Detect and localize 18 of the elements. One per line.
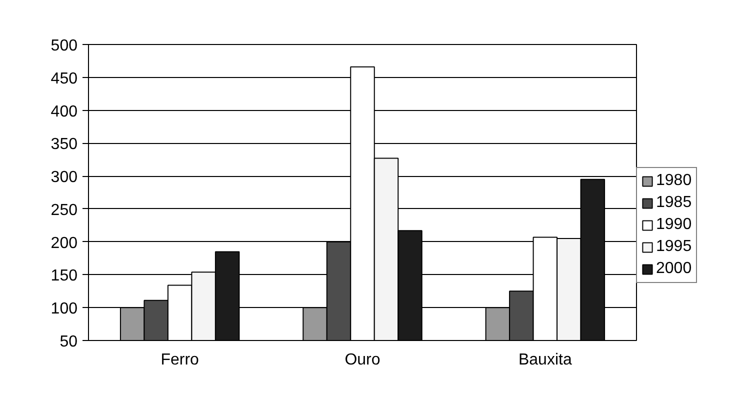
- y-tick-label: 150: [50, 268, 78, 285]
- x-tick-label: Ouro: [344, 352, 380, 368]
- y-tick-label: 200: [50, 234, 78, 252]
- legend-label: 1995: [656, 238, 692, 256]
- x-tick-label: Ferro: [160, 352, 200, 368]
- legend-label: 2000: [656, 260, 692, 278]
- legend-label: 1980: [656, 172, 692, 190]
- y-tick-label: 50: [60, 334, 78, 350]
- y-tick-label: 400: [50, 103, 78, 120]
- y-tick-label: 250: [50, 202, 78, 219]
- legend-label: 1990: [656, 216, 692, 234]
- x-tick-label: Bauxita: [518, 352, 572, 368]
- y-tick-label: 450: [50, 70, 78, 88]
- y-tick-label: 100: [50, 300, 78, 318]
- legend-label: 1985: [656, 194, 692, 212]
- y-tick-label: 500: [50, 38, 78, 54]
- y-tick-label: 350: [50, 136, 78, 154]
- y-tick-label: 300: [50, 169, 78, 186]
